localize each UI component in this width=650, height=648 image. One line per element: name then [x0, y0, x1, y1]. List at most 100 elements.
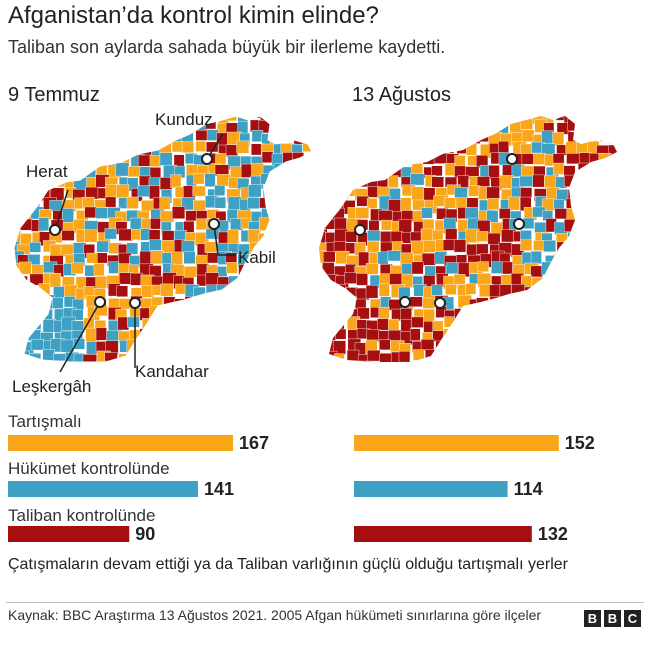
district-cell: [248, 294, 260, 307]
district-cell: [454, 329, 468, 341]
district-cell: [423, 240, 438, 253]
district-cell: [456, 133, 468, 148]
district-cell: [261, 151, 274, 163]
district-cell: [608, 144, 617, 159]
district-cell: [431, 284, 443, 296]
district-cell: [619, 210, 629, 222]
district-cell: [367, 116, 382, 120]
district-cell: [607, 219, 617, 232]
district-cell: [346, 122, 361, 136]
district-cell: [563, 339, 576, 351]
district-cell: [509, 299, 524, 312]
district-cell: [443, 316, 455, 328]
district-cell: [546, 338, 557, 351]
district-cell: [444, 365, 457, 372]
district-cell: [227, 340, 239, 353]
district-cell: [411, 240, 426, 255]
district-cell: [620, 319, 631, 331]
district-cell: [14, 320, 17, 332]
district-cell: [454, 308, 467, 323]
district-cell: [160, 132, 173, 144]
district-cell: [531, 277, 545, 288]
district-cell: [82, 354, 97, 362]
district-cell: [596, 340, 609, 352]
district-cell: [577, 162, 593, 174]
district-cell: [205, 321, 220, 332]
district-cell: [424, 349, 437, 362]
district-cell: [421, 252, 436, 266]
district-cell: [192, 185, 206, 197]
district-cell: [225, 144, 239, 156]
district-cell: [586, 264, 598, 277]
district-cell: [530, 265, 543, 278]
district-cell: [533, 299, 545, 310]
district-cell: [589, 240, 603, 251]
district-cell: [251, 285, 265, 300]
district-cell: [21, 140, 33, 156]
district-cell: [325, 116, 338, 121]
district-cell: [400, 318, 412, 332]
district-cell: [467, 332, 480, 346]
district-cell: [247, 229, 261, 244]
district-cell: [71, 309, 84, 321]
district-cell: [366, 198, 378, 209]
district-cell: [96, 240, 109, 253]
district-cell: [533, 153, 547, 165]
district-cell: [377, 251, 389, 265]
district-cell: [82, 165, 97, 178]
district-cell: [564, 219, 578, 232]
district-cell: [356, 273, 368, 286]
district-cell: [476, 116, 491, 124]
district-cell: [159, 350, 173, 362]
district-cell: [272, 208, 285, 222]
district-cell: [151, 351, 163, 362]
district-cell: [553, 273, 566, 288]
district-cell: [555, 297, 567, 309]
district-cell: [576, 232, 592, 245]
district-cell: [619, 340, 633, 353]
district-cell: [610, 174, 617, 190]
district-cell: [150, 340, 163, 352]
district-cell: [14, 186, 22, 200]
leskergah-leader-line: [59, 301, 101, 372]
district-cell: [398, 116, 410, 123]
district-cell: [530, 287, 544, 299]
district-cell: [247, 274, 260, 286]
district-cell: [422, 151, 435, 165]
district-cell: [19, 261, 32, 275]
city-label-kabil: Kabil: [238, 248, 276, 267]
district-cell: [598, 163, 612, 177]
district-cell: [622, 153, 633, 166]
kandahar-marker: [129, 297, 141, 309]
district-cell: [104, 228, 117, 240]
district-cell: [345, 174, 360, 186]
district-cell: [51, 143, 65, 158]
district-cell: [214, 196, 226, 209]
district-cell: [249, 362, 260, 372]
district-cell: [226, 354, 239, 362]
district-cell: [588, 352, 603, 362]
district-cell: [82, 196, 95, 209]
district-cell: [552, 286, 567, 301]
district-cell: [205, 295, 219, 310]
district-cell: [172, 339, 187, 352]
district-cell: [433, 151, 448, 164]
district-cell: [239, 330, 252, 342]
district-cell: [281, 116, 296, 118]
district-cell: [554, 342, 567, 356]
district-cell: [319, 184, 328, 199]
district-cell: [19, 186, 34, 199]
kunduz-marker-august: [506, 153, 518, 165]
district-cell: [379, 339, 391, 351]
district-cell: [476, 360, 491, 362]
district-cell: [453, 239, 467, 253]
district-cell: [76, 364, 89, 372]
district-cell: [402, 151, 417, 165]
district-cell: [303, 119, 312, 131]
district-cell: [575, 119, 589, 134]
district-cell: [530, 329, 543, 342]
district-cell: [552, 261, 564, 275]
district-cell: [500, 341, 512, 352]
district-cell: [293, 233, 306, 246]
district-cell: [284, 243, 298, 257]
